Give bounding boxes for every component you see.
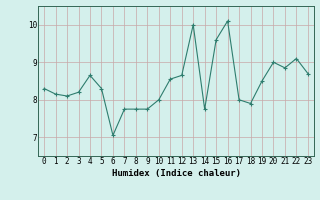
X-axis label: Humidex (Indice chaleur): Humidex (Indice chaleur) <box>111 169 241 178</box>
